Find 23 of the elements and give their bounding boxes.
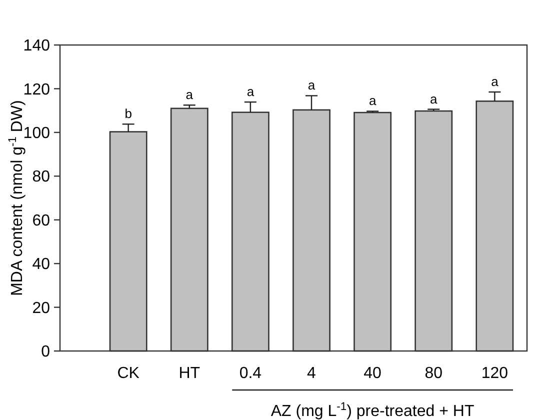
annotation: a [430, 91, 438, 106]
annotation: a [491, 74, 500, 89]
annotation: b [124, 106, 132, 122]
x-tick-label: 0.4 [239, 365, 262, 382]
annotation: a [246, 84, 255, 100]
x-tick-label: 4 [307, 365, 316, 382]
y-tick-label: 40 [32, 256, 50, 274]
x-tick-label: 120 [481, 365, 508, 382]
y-tick-label: 20 [32, 300, 50, 317]
y-tick-label: 100 [23, 125, 50, 142]
annotation: a [186, 87, 194, 102]
x-tick-label: HT [178, 365, 200, 382]
x-axis-title: AZ (mg L$^{-1}$) pre-treated + HT [270, 401, 474, 420]
y-tick-label: 60 [32, 212, 50, 230]
annotation: a [308, 78, 316, 93]
y-tick-label: 120 [23, 81, 50, 98]
x-tick-label: CK [117, 365, 140, 382]
x-tick-label: 80 [424, 365, 443, 382]
y-tick-label: 80 [32, 168, 50, 186]
annotation: a [368, 93, 377, 108]
y-tick-label: 140 [23, 38, 50, 55]
x-tick-label: 40 [364, 365, 382, 382]
y-tick-label: 0 [41, 344, 50, 361]
